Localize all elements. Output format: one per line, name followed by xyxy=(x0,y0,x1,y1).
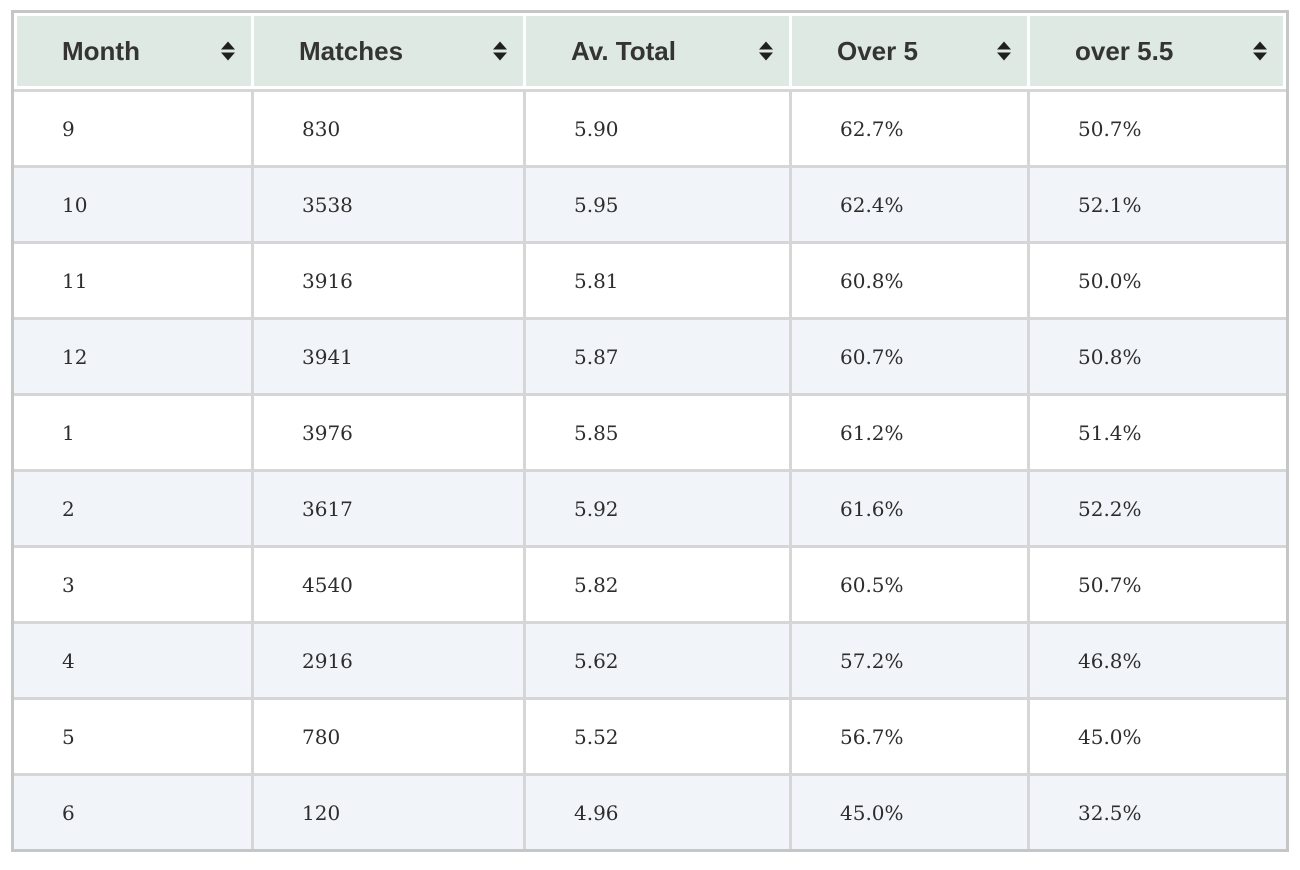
sort-both-icon xyxy=(1253,41,1267,61)
cell-matches: 830 xyxy=(251,89,523,165)
cell-over55: 52.2% xyxy=(1027,469,1286,545)
stats-table-container: Month Matches Av. Total Over 5 over 5.5 xyxy=(11,10,1300,852)
sort-both-icon xyxy=(997,41,1011,61)
sort-desc-icon xyxy=(759,52,773,61)
cell-month: 9 xyxy=(14,89,251,165)
header-row: Month Matches Av. Total Over 5 over 5.5 xyxy=(14,13,1286,89)
sort-both-icon xyxy=(221,41,235,61)
cell-matches: 780 xyxy=(251,697,523,773)
cell-month: 3 xyxy=(14,545,251,621)
cell-over55: 45.0% xyxy=(1027,697,1286,773)
cell-month: 5 xyxy=(14,697,251,773)
cell-matches: 3617 xyxy=(251,469,523,545)
table-row: 3 4540 5.82 60.5% 50.7% xyxy=(14,545,1286,621)
cell-matches: 3976 xyxy=(251,393,523,469)
sort-both-icon xyxy=(493,41,507,61)
sort-asc-icon xyxy=(493,41,507,50)
column-header-label: Over 5 xyxy=(837,35,918,66)
column-header-label: Matches xyxy=(299,35,404,66)
table-row: 9 830 5.90 62.7% 50.7% xyxy=(14,89,1286,165)
cell-month: 1 xyxy=(14,393,251,469)
cell-month: 4 xyxy=(14,621,251,697)
sort-asc-icon xyxy=(997,41,1011,50)
monthly-stats-table: Month Matches Av. Total Over 5 over 5.5 xyxy=(11,10,1289,852)
cell-month: 11 xyxy=(14,241,251,317)
cell-av-total: 5.90 xyxy=(523,89,789,165)
cell-av-total: 5.92 xyxy=(523,469,789,545)
cell-over5: 61.6% xyxy=(789,469,1027,545)
table-row: 10 3538 5.95 62.4% 52.1% xyxy=(14,165,1286,241)
cell-av-total: 4.96 xyxy=(523,773,789,849)
cell-month: 6 xyxy=(14,773,251,849)
sort-asc-icon xyxy=(759,41,773,50)
cell-matches: 3538 xyxy=(251,165,523,241)
cell-av-total: 5.62 xyxy=(523,621,789,697)
column-header-label: Month xyxy=(62,35,140,66)
cell-over55: 32.5% xyxy=(1027,773,1286,849)
sort-desc-icon xyxy=(1253,52,1267,61)
cell-av-total: 5.87 xyxy=(523,317,789,393)
cell-over55: 46.8% xyxy=(1027,621,1286,697)
column-header-label: over 5.5 xyxy=(1075,35,1174,66)
cell-av-total: 5.81 xyxy=(523,241,789,317)
sort-desc-icon xyxy=(997,52,1011,61)
cell-month: 10 xyxy=(14,165,251,241)
table-row: 12 3941 5.87 60.7% 50.8% xyxy=(14,317,1286,393)
column-header-over5[interactable]: Over 5 xyxy=(789,13,1027,89)
table-row: 1 3976 5.85 61.2% 51.4% xyxy=(14,393,1286,469)
table-row: 2 3617 5.92 61.6% 52.2% xyxy=(14,469,1286,545)
cell-over5: 61.2% xyxy=(789,393,1027,469)
sort-asc-icon xyxy=(221,41,235,50)
cell-over55: 50.7% xyxy=(1027,89,1286,165)
cell-matches: 3916 xyxy=(251,241,523,317)
sort-desc-icon xyxy=(221,52,235,61)
cell-av-total: 5.95 xyxy=(523,165,789,241)
sort-desc-icon xyxy=(493,52,507,61)
cell-over5: 45.0% xyxy=(789,773,1027,849)
column-header-matches[interactable]: Matches xyxy=(251,13,523,89)
cell-over5: 62.4% xyxy=(789,165,1027,241)
table-header: Month Matches Av. Total Over 5 over 5.5 xyxy=(14,13,1286,89)
cell-over5: 56.7% xyxy=(789,697,1027,773)
cell-av-total: 5.82 xyxy=(523,545,789,621)
table-body: 9 830 5.90 62.7% 50.7% 10 3538 5.95 62.4… xyxy=(14,89,1286,849)
column-header-month[interactable]: Month xyxy=(14,13,251,89)
cell-over55: 51.4% xyxy=(1027,393,1286,469)
cell-over5: 60.8% xyxy=(789,241,1027,317)
cell-matches: 3941 xyxy=(251,317,523,393)
column-header-label: Av. Total xyxy=(571,35,676,66)
column-header-over55[interactable]: over 5.5 xyxy=(1027,13,1286,89)
cell-over5: 57.2% xyxy=(789,621,1027,697)
cell-matches: 2916 xyxy=(251,621,523,697)
cell-over55: 50.8% xyxy=(1027,317,1286,393)
cell-over5: 60.5% xyxy=(789,545,1027,621)
cell-av-total: 5.52 xyxy=(523,697,789,773)
cell-matches: 120 xyxy=(251,773,523,849)
cell-over5: 60.7% xyxy=(789,317,1027,393)
cell-over55: 50.0% xyxy=(1027,241,1286,317)
cell-month: 12 xyxy=(14,317,251,393)
cell-over5: 62.7% xyxy=(789,89,1027,165)
table-row: 11 3916 5.81 60.8% 50.0% xyxy=(14,241,1286,317)
cell-av-total: 5.85 xyxy=(523,393,789,469)
cell-over55: 52.1% xyxy=(1027,165,1286,241)
cell-month: 2 xyxy=(14,469,251,545)
table-row: 5 780 5.52 56.7% 45.0% xyxy=(14,697,1286,773)
column-header-av-total[interactable]: Av. Total xyxy=(523,13,789,89)
sort-asc-icon xyxy=(1253,41,1267,50)
table-row: 6 120 4.96 45.0% 32.5% xyxy=(14,773,1286,849)
table-row: 4 2916 5.62 57.2% 46.8% xyxy=(14,621,1286,697)
cell-matches: 4540 xyxy=(251,545,523,621)
sort-both-icon xyxy=(759,41,773,61)
cell-over55: 50.7% xyxy=(1027,545,1286,621)
